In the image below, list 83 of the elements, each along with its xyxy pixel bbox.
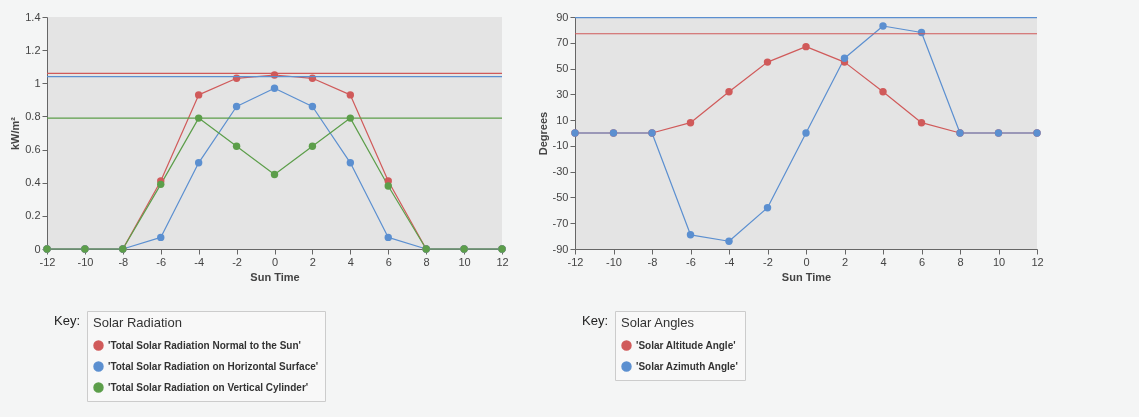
point xyxy=(384,182,392,190)
point xyxy=(802,42,810,51)
legend-title: Solar Angles xyxy=(621,315,695,330)
point xyxy=(270,84,279,92)
point xyxy=(686,118,695,127)
point xyxy=(157,180,165,189)
point xyxy=(270,170,279,179)
y-tick-label: -30 xyxy=(552,165,569,178)
x-tick-label: -6 xyxy=(156,255,167,268)
x-tick-label: 6 xyxy=(918,255,926,268)
x-tick-label: -8 xyxy=(118,255,129,268)
point xyxy=(308,102,317,111)
x-tick-label: -10 xyxy=(606,255,622,268)
point xyxy=(194,91,203,99)
y-axis-title: kW/m² xyxy=(9,116,22,150)
y-tick-label: 1.2 xyxy=(25,43,41,56)
y-tick-label: 90 xyxy=(556,10,569,23)
x-tick-label: 4 xyxy=(347,255,354,268)
point xyxy=(384,233,392,242)
x-tick-label: 2 xyxy=(841,255,849,268)
legend-label: 'Solar Azimuth Angle' xyxy=(636,360,738,372)
y-tick-label: 0 xyxy=(34,242,41,255)
y-tick-label: 50 xyxy=(556,62,569,75)
x-tick-label: -12 xyxy=(39,255,56,268)
point xyxy=(802,129,810,137)
y-tick-label: -10 xyxy=(552,139,569,152)
x-tick-label: 0 xyxy=(271,255,279,268)
point xyxy=(879,22,887,30)
point xyxy=(725,237,733,245)
x-tick-label: 4 xyxy=(880,255,887,268)
x-tick-label: 2 xyxy=(309,255,316,268)
y-tick-label: 10 xyxy=(556,113,569,126)
y-tick-label: 0.8 xyxy=(25,109,41,122)
point xyxy=(346,159,355,167)
x-tick-label: -2 xyxy=(763,255,773,268)
y-tick-label: -70 xyxy=(552,216,569,229)
legend-label: 'Total Solar Radiation on Horizontal Surface' xyxy=(108,360,319,372)
point xyxy=(917,118,926,127)
x-tick-label: -4 xyxy=(194,255,205,268)
x-tick-label: 12 xyxy=(1031,255,1044,268)
x-tick-label: 0 xyxy=(803,255,810,268)
x-axis-title: Sun Time xyxy=(250,270,300,283)
legend-label: 'Total Solar Radiation on Vertical Cylinder' xyxy=(108,381,309,393)
x-tick-label: -12 xyxy=(567,255,584,268)
point xyxy=(686,231,695,239)
y-tick-label: -50 xyxy=(552,190,569,203)
text: Key: xyxy=(581,313,609,328)
y-axis-title: Degrees xyxy=(536,111,549,156)
point xyxy=(763,58,772,66)
x-tick-label: 8 xyxy=(423,255,430,268)
x-tick-label: -2 xyxy=(232,255,242,268)
legend-title: Solar Radiation xyxy=(93,315,182,330)
x-tick-label: -4 xyxy=(724,255,735,268)
point xyxy=(232,142,241,150)
legend-label: 'Total Solar Radiation Normal to the Sun' xyxy=(108,339,301,351)
x-tick-label: 8 xyxy=(957,255,964,268)
y-tick-label: 0.2 xyxy=(25,209,41,222)
point xyxy=(879,88,887,96)
point xyxy=(346,91,355,99)
y-tick-label: 0.4 xyxy=(25,176,41,189)
point xyxy=(763,204,772,212)
point xyxy=(725,88,733,96)
x-tick-label: 12 xyxy=(496,255,509,268)
y-tick-label: 1 xyxy=(34,76,41,89)
point xyxy=(232,102,241,111)
y-tick-label: 30 xyxy=(556,87,569,100)
point xyxy=(840,54,849,62)
y-tick-label: 70 xyxy=(556,36,569,49)
x-tick-label: -10 xyxy=(77,255,94,268)
x-tick-label: -6 xyxy=(686,255,696,268)
legend-label: 'Solar Altitude Angle' xyxy=(636,339,736,351)
y-tick-label: 0.6 xyxy=(25,143,41,156)
x-tick-label: 10 xyxy=(992,255,1006,268)
x-axis-title: Sun Time xyxy=(781,270,832,283)
y-tick-label: 1.4 xyxy=(25,10,41,23)
x-tick-label: 10 xyxy=(458,255,471,268)
point xyxy=(308,142,317,150)
x-tick-label: -8 xyxy=(647,255,658,268)
point xyxy=(157,233,165,242)
text: Key: xyxy=(53,313,81,328)
x-tick-label: 6 xyxy=(385,255,392,268)
point xyxy=(194,159,203,167)
y-tick-label: -90 xyxy=(552,242,569,255)
